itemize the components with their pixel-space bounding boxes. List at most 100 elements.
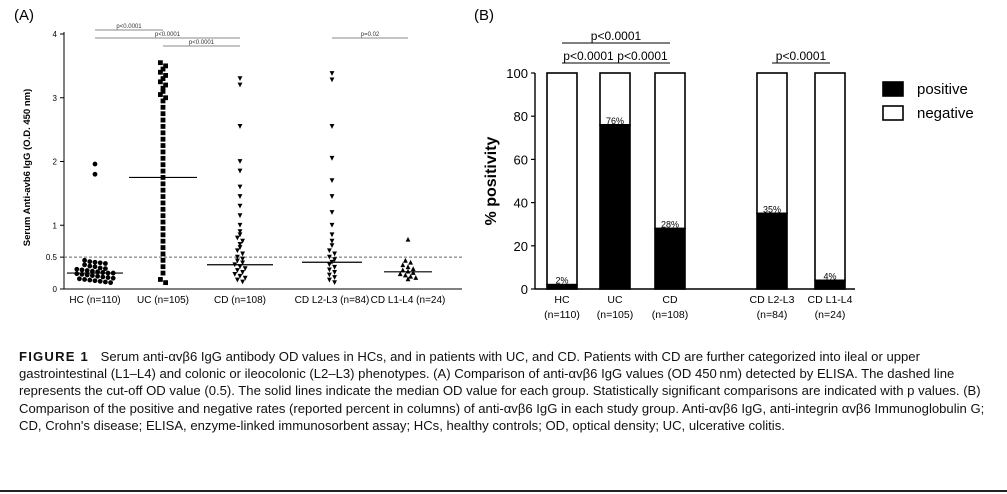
panel-a-point bbox=[160, 187, 166, 193]
panel-b-p-value-label: p<0.0001 bbox=[563, 49, 614, 63]
panel-b-bar-negative bbox=[546, 72, 578, 286]
panel-b-bar-positive bbox=[546, 283, 578, 290]
panel-b-y-tick-label: 40 bbox=[514, 196, 528, 211]
panel-a-point bbox=[237, 194, 243, 199]
figure-label: FIGURE 1 bbox=[19, 349, 89, 364]
panel-a-point bbox=[160, 245, 166, 250]
panel-a-point bbox=[235, 268, 240, 273]
panel-a-point bbox=[160, 117, 166, 123]
panel-a-point bbox=[92, 161, 98, 167]
panel-a-point bbox=[327, 277, 332, 283]
panel-b-data-label: 4% bbox=[823, 271, 836, 281]
panel-a-point bbox=[405, 264, 411, 270]
panel-a-point bbox=[90, 273, 95, 279]
panel-a-point bbox=[160, 194, 166, 199]
panel-a-point bbox=[160, 111, 166, 117]
panel-a-point bbox=[92, 278, 98, 284]
panel-a-y-tick-label: 0 bbox=[53, 285, 58, 294]
panel-a-point bbox=[160, 85, 166, 91]
panel-b-bar-positive bbox=[654, 227, 686, 290]
panel-a-x-tick-label: HC (n=110) bbox=[69, 295, 120, 306]
panel-a-point bbox=[163, 280, 168, 286]
panel-a-point bbox=[237, 159, 243, 164]
panel-a-point bbox=[163, 95, 168, 101]
panel-a-point bbox=[329, 71, 335, 76]
panel-a-point bbox=[405, 268, 411, 274]
panel-a-point bbox=[332, 257, 337, 263]
panel-a-x-tick-label: UC (n=105) bbox=[137, 295, 189, 306]
panel-b-x-tick-sublabel: (n=84) bbox=[757, 309, 788, 321]
panel-a-point bbox=[240, 260, 245, 266]
panel-b-x-tick-sublabel: (n=24) bbox=[815, 309, 846, 321]
panel-a-point bbox=[332, 275, 337, 280]
panel-a-point bbox=[79, 267, 85, 273]
panel-a-point bbox=[92, 264, 98, 270]
panel-b-bar-positive bbox=[599, 124, 631, 290]
panel-a-point bbox=[160, 98, 166, 104]
panel-a-point bbox=[160, 251, 166, 257]
panel-b-x-tick-label: CD L1-L4 bbox=[808, 294, 853, 306]
panel-a-point bbox=[105, 275, 111, 280]
bottom-rule bbox=[0, 490, 1007, 492]
panel-a-point bbox=[329, 155, 335, 161]
panel-a-point bbox=[97, 260, 103, 266]
panel-b-p-value-label: p<0.0001 bbox=[617, 49, 668, 63]
panel-a-point bbox=[74, 266, 80, 272]
panel-a-point bbox=[100, 274, 106, 280]
panel-a-y-tick-label: 4 bbox=[53, 30, 58, 39]
panel-a-point bbox=[158, 277, 163, 282]
panel-a-point bbox=[77, 276, 82, 282]
panel-a-point bbox=[240, 251, 245, 257]
panel-a-point bbox=[163, 63, 168, 69]
panel-b-x-tick-sublabel: (n=108) bbox=[652, 309, 688, 321]
panel-b-data-label: 28% bbox=[661, 220, 679, 230]
panel-a-point bbox=[160, 162, 166, 168]
panel-a-point bbox=[160, 226, 166, 231]
panel-b-legend-label-positive: positive bbox=[917, 81, 968, 98]
panel-a-point bbox=[163, 73, 168, 78]
panel-a-point bbox=[103, 266, 108, 271]
panel-a-point bbox=[163, 82, 168, 88]
panel-b-bar-negative bbox=[599, 72, 631, 126]
panel-a-y-tick-label: 1 bbox=[53, 221, 58, 230]
panel-a-point bbox=[329, 77, 335, 83]
panel-a-point bbox=[87, 263, 93, 269]
panel-a-point bbox=[160, 155, 166, 161]
figure: (A) 0 0.5 1 2 3 4 Serum Anti-avb6 IgG (O.D. 45… bbox=[14, 7, 974, 321]
panel-b-x-tick-label: UC bbox=[607, 294, 623, 306]
panel-a-point bbox=[237, 264, 243, 270]
panel-a-point bbox=[87, 259, 93, 264]
panel-b-y-tick-label: 0 bbox=[521, 282, 528, 297]
panel-a-point bbox=[329, 210, 335, 215]
panel-a-point bbox=[237, 124, 243, 129]
panel-a-point bbox=[160, 213, 166, 219]
panel-a-point bbox=[108, 280, 113, 286]
panel-a-point bbox=[74, 271, 80, 277]
panel-a-point bbox=[408, 273, 413, 279]
panel-a-point bbox=[408, 259, 413, 265]
panel-b-p-value-label: p<0.0001 bbox=[776, 49, 827, 63]
panel-a-point bbox=[413, 275, 419, 280]
panel-a-point bbox=[332, 251, 337, 257]
panel-a-point bbox=[397, 271, 403, 277]
panel-a-point bbox=[329, 243, 335, 249]
panel-b-p-value-label: p<0.0001 bbox=[591, 29, 642, 43]
panel-a-point bbox=[405, 276, 411, 282]
panel-b-y-tick-label: 100 bbox=[506, 66, 528, 81]
panel-a-point bbox=[95, 273, 100, 279]
panel-a-x-tick-label: CD L2-L3 (n=84) bbox=[295, 295, 370, 306]
panel-a-point bbox=[103, 261, 108, 266]
panel-a-point bbox=[237, 213, 243, 219]
panel-a-point bbox=[327, 272, 332, 278]
panel-b-legend-label-negative: negative bbox=[917, 105, 974, 122]
panel-a-point bbox=[242, 275, 248, 281]
panel-b-data-label: 76% bbox=[606, 116, 624, 126]
panel-a-p-value-label: p<0.0001 bbox=[155, 32, 181, 38]
panel-a-y-axis-title: Serum Anti-avb6 IgG (O.D. 450 nm) bbox=[22, 89, 33, 246]
panel-a-point bbox=[329, 124, 335, 129]
panel-a-point bbox=[160, 130, 166, 136]
panel-a-point bbox=[410, 270, 416, 275]
panel-b-bar-positive bbox=[814, 279, 846, 290]
panel-b-y-axis-title: % positivity bbox=[483, 136, 500, 225]
panel-a-point bbox=[110, 275, 116, 281]
